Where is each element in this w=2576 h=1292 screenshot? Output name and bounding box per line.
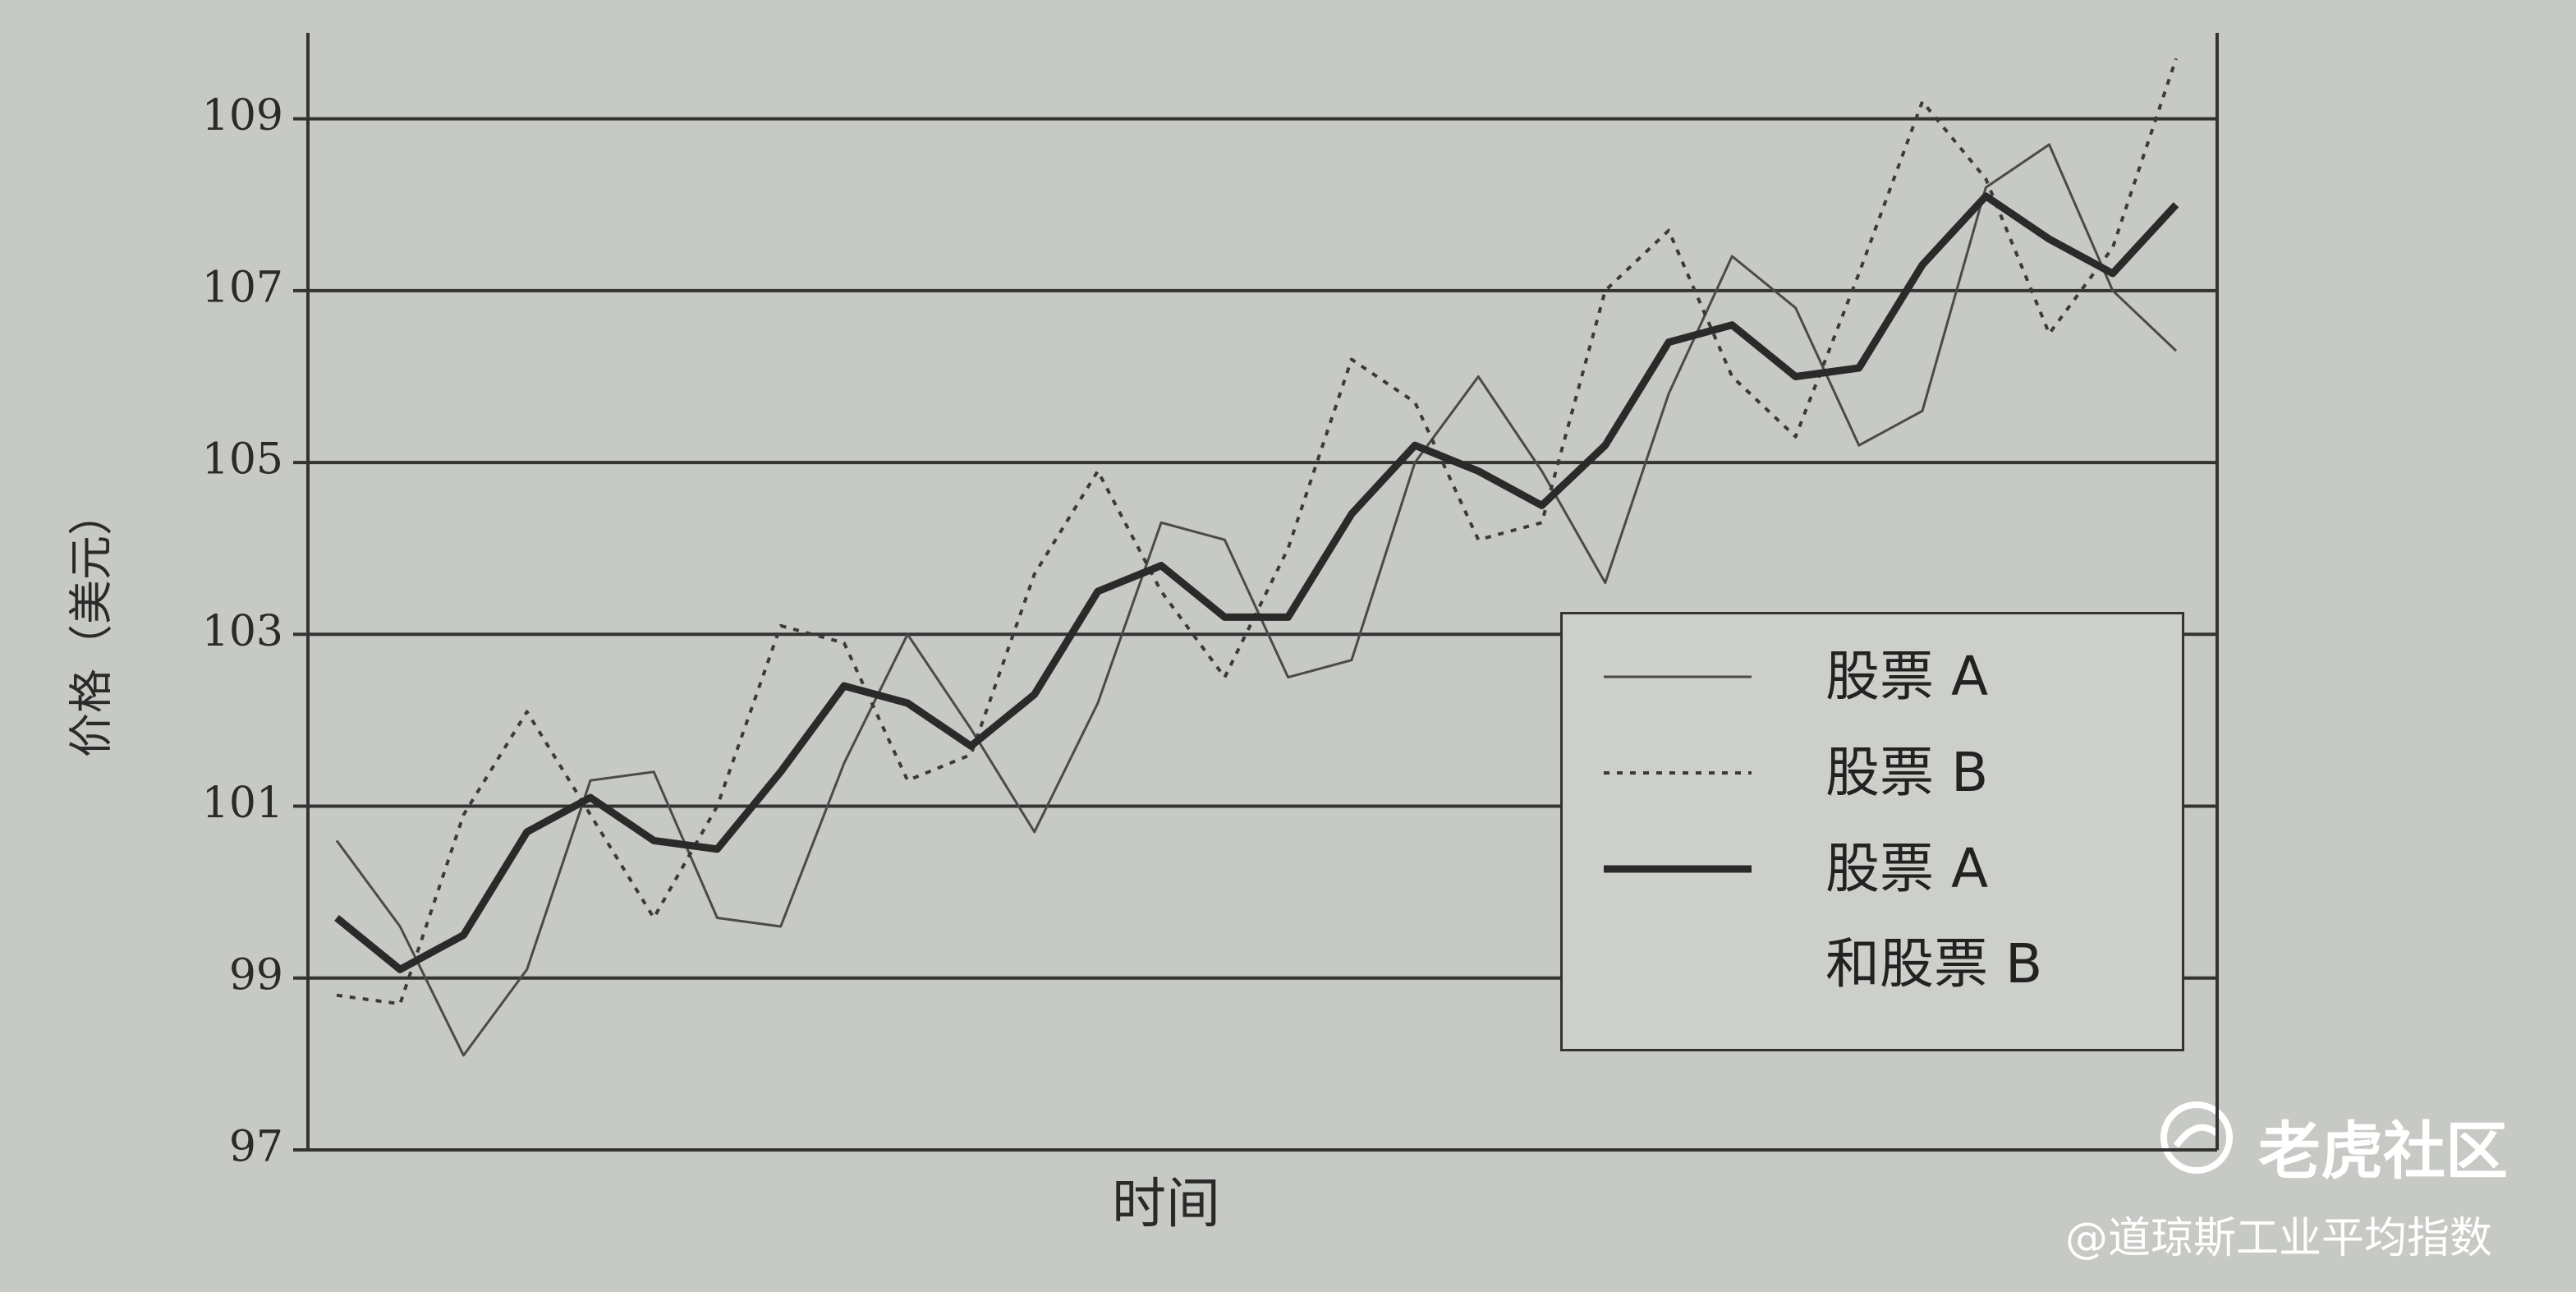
watermark-logo-mark (2173, 1124, 2220, 1148)
y-tick-label: 105 (202, 435, 283, 485)
y-axis-label: 价格（美元） (66, 491, 117, 757)
y-tick-label: 103 (202, 607, 283, 656)
y-tick-label: 97 (229, 1123, 283, 1172)
watermark-handle: @道琼斯工业平均指数 (2065, 1214, 2493, 1263)
legend-label: 股票 A 和股票 B (1825, 837, 2043, 995)
legend-item: 股票 B (1563, 725, 1988, 821)
legend-label: 股票 A (1825, 645, 1989, 708)
watermark-brand: 老虎社区 (2258, 1115, 2508, 1188)
y-tick-label: 107 (202, 263, 283, 312)
legend-item: 股票 A (1563, 629, 1988, 724)
y-tick-label: 99 (229, 950, 283, 1000)
series-line (336, 57, 2178, 1006)
legend: 股票 A 股票 B 股票 A 和股票 B (1560, 612, 2184, 1051)
series-line (334, 192, 2179, 973)
legend-item: 股票 A 和股票 B (1563, 821, 2042, 1012)
x-axis-label: 时间 (1112, 1172, 1220, 1235)
legend-label: 股票 B (1825, 741, 1989, 804)
y-tick-label: 101 (202, 779, 283, 828)
watermark-logo (2160, 1101, 2233, 1174)
y-tick-label: 109 (202, 91, 283, 140)
series-line (335, 143, 2178, 1057)
legend-swatch-box (1604, 771, 1752, 775)
legend-swatch-box (1604, 675, 1752, 678)
legend-swatch-box (1604, 865, 1752, 873)
